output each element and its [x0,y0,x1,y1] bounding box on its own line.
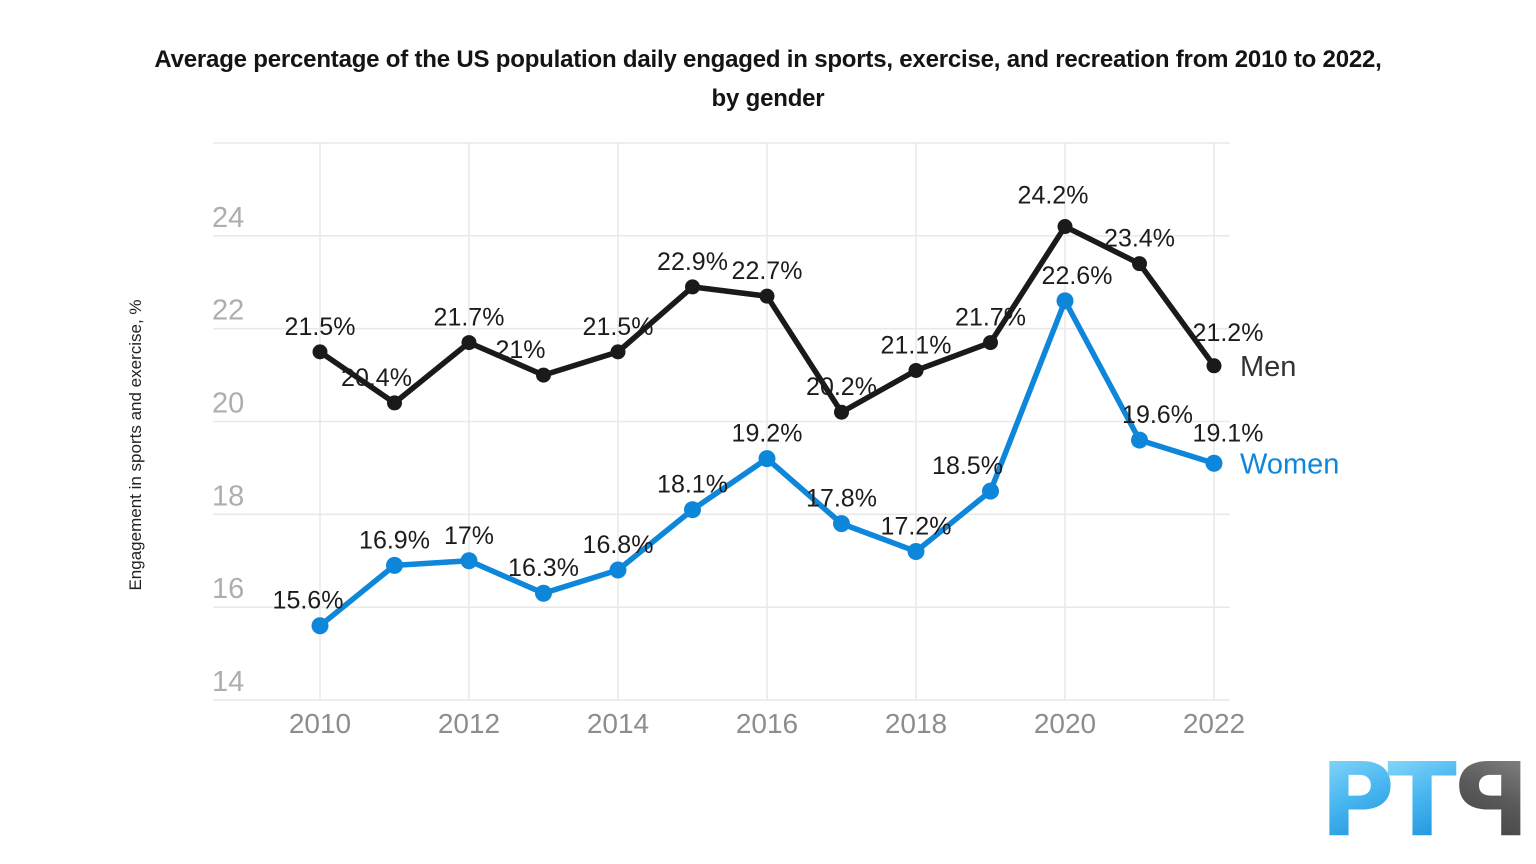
data-label: 19.2% [732,420,803,448]
data-point-women [535,584,552,602]
data-point-men [312,344,328,360]
data-point-women [684,501,701,519]
data-point-men [1057,219,1073,235]
data-label: 17.8% [806,485,877,513]
data-point-women [833,515,850,533]
logo-letter-p: P [1319,741,1395,860]
ptp-logo: P T P [1319,741,1530,860]
x-tick-label: 2020 [1034,708,1096,739]
data-label: 16.9% [359,526,430,554]
x-tick-label: 2014 [587,708,649,739]
data-point-women [311,617,329,635]
data-label: 21.5% [285,313,356,341]
data-point-men [834,404,849,420]
data-label: 23.4% [1104,225,1175,253]
data-label: 22.7% [732,257,803,285]
x-tick-label: 2022 [1183,708,1245,739]
data-label: 21.7% [434,304,505,332]
data-label: 21.1% [881,331,952,359]
data-label: 21.7% [955,304,1026,332]
logo-letter-p-mirrored: P [1455,741,1530,860]
data-point-women [1056,292,1074,310]
data-point-men [1132,256,1147,272]
data-label: 21.5% [583,313,654,341]
chart-title-line2: by gender [711,85,825,112]
data-point-women [982,482,999,500]
data-point-women [609,561,627,579]
data-label: 17% [444,522,494,550]
x-tick-label: 2010 [289,708,351,739]
data-point-women [1205,454,1223,472]
data-point-men [461,335,477,351]
data-point-men [1206,358,1222,374]
data-point-women [386,556,403,574]
data-label: 22.9% [657,248,728,276]
data-label: 15.6% [273,587,344,615]
data-label: 16.3% [508,554,579,582]
data-label: 17.2% [881,512,952,540]
x-tick-label: 2016 [736,708,798,739]
data-label: 22.6% [1042,262,1113,290]
data-label: 20.2% [806,373,877,401]
data-point-men [387,395,402,411]
data-label: 16.8% [583,531,654,559]
data-label: 20.4% [341,364,412,392]
data-point-men [983,335,998,351]
chart-title: Average percentage of the US population … [0,40,1536,118]
data-point-men [610,344,626,360]
data-point-women [460,552,478,570]
y-tick-label: 16 [212,573,244,605]
data-point-women [907,542,925,560]
data-point-men [536,367,551,383]
series-end-label-men: Men [1240,351,1296,383]
data-point-men [908,362,924,378]
data-label: 21% [495,336,545,364]
data-label: 18.5% [932,452,1003,480]
y-tick-label: 22 [212,295,244,327]
y-tick-label: 20 [212,388,244,420]
x-tick-label: 2018 [885,708,947,739]
data-point-women [1131,431,1148,449]
logo-letter-t: T [1387,741,1457,860]
y-tick-label: 14 [212,666,244,698]
data-point-men [685,279,700,295]
y-tick-label: 18 [212,480,244,512]
series-end-label-women: Women [1240,448,1339,480]
x-tick-label: 2012 [438,708,500,739]
data-label: 19.1% [1193,419,1264,447]
data-point-men [759,288,775,304]
data-label: 21.2% [1193,319,1264,347]
y-tick-label: 24 [212,202,244,234]
data-label: 24.2% [1018,182,1089,210]
data-label: 18.1% [657,471,728,499]
data-label: 19.6% [1122,401,1193,429]
data-point-women [758,450,776,468]
chart-title-line1: Average percentage of the US population … [154,46,1382,73]
